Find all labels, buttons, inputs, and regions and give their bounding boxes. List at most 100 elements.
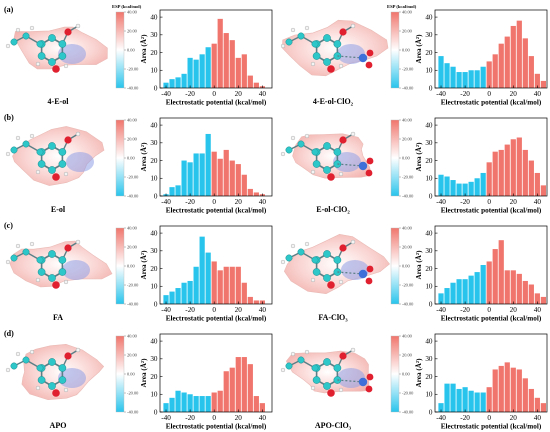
plot-frame	[159, 333, 273, 413]
bar	[540, 80, 546, 88]
bar	[253, 396, 259, 412]
bar	[169, 291, 175, 304]
carbon-atom	[36, 256, 44, 264]
plot-frame	[159, 117, 273, 197]
y-tick-label: 10	[150, 283, 158, 291]
colorbar-tick-label: 0.00	[402, 264, 410, 269]
x-tick-label: 40	[259, 414, 267, 422]
bar	[444, 383, 450, 412]
oxygen-atom	[339, 352, 347, 360]
x-tick-label: -40	[436, 414, 446, 422]
y-tick-label: 0	[429, 192, 433, 200]
carbon-atom	[48, 250, 56, 258]
bar	[516, 369, 522, 412]
bar	[438, 403, 444, 412]
y-tick-label: 0	[154, 408, 158, 416]
bar	[235, 164, 241, 196]
oxygen-atom	[365, 385, 373, 393]
colorbar-tick-label: -40.00	[127, 302, 139, 307]
hydrogen-atom	[29, 349, 35, 355]
molecule-name: FA-ClO₃	[318, 313, 348, 322]
x-tick-label: 0	[487, 306, 491, 314]
oxygen-atom	[52, 389, 60, 397]
colorbar	[390, 227, 400, 305]
colorbar-tick-label: -40.00	[127, 410, 139, 415]
bar	[486, 61, 492, 88]
x-tick-label: 40	[534, 90, 542, 98]
hydrogen-atom	[310, 169, 316, 175]
x-tick-label: -20	[460, 198, 470, 206]
y-tick-label: 10	[150, 391, 158, 399]
x-axis-label: Electrostatic potential (kcal/mol)	[441, 207, 542, 215]
y-tick-label: 30	[425, 355, 433, 363]
colorbar-tick-label: 40.00	[402, 334, 413, 339]
hydrogen-atom	[63, 279, 69, 285]
panel-label: (d)	[4, 329, 14, 338]
colorbar-title: ESP (kcal/mol)	[112, 4, 142, 9]
bar	[498, 365, 504, 412]
carbon-atom	[22, 356, 30, 364]
x-tick-label: 0	[487, 198, 491, 206]
bar	[223, 266, 229, 304]
right-panel: FA-ClO₃ 40.00 20.00 0.00 -20.00 -40.00 -40 -20 0…	[280, 226, 548, 323]
bar	[187, 162, 193, 196]
colorbar-tick-label: 0.00	[402, 48, 410, 53]
bar	[504, 362, 510, 412]
oxygen-atom	[339, 244, 347, 252]
x-tick-label: 40	[259, 198, 267, 206]
y-tick-label: 20	[150, 157, 158, 165]
y-tick-label: 0	[429, 408, 433, 416]
x-tick-label: -40	[161, 90, 171, 98]
bar	[163, 403, 169, 412]
x-tick-label: 40	[259, 90, 267, 98]
x-tick-label: -20	[185, 90, 195, 98]
bar	[516, 20, 522, 88]
bar	[462, 183, 468, 196]
y-tick-label: 0	[154, 84, 158, 92]
carbon-atom	[22, 32, 30, 40]
hydrogen-atom	[63, 171, 69, 177]
panel-row: (c) FA 40.00 20.00 0.00 -20.00 -40.00 -40 -20 0 20…	[4, 221, 548, 323]
bar	[468, 275, 474, 304]
y-tick-label: 10	[425, 67, 433, 75]
x-tick-label: 40	[534, 198, 542, 206]
bar	[480, 265, 486, 304]
bar	[199, 236, 205, 304]
carbon-atom	[48, 142, 56, 150]
colorbar-tick-label: -20.00	[402, 283, 414, 288]
y-axis-label: Area (Å²)	[139, 142, 148, 172]
carbon-atom	[58, 52, 67, 60]
panel-row: (d) APO 40.00 20.00 0.00 -20.00 -40.00 -40 -20 0 2…	[4, 329, 548, 431]
oxygen-atom	[52, 173, 60, 181]
y-tick-label: 40	[150, 337, 158, 345]
y-tick-label: 20	[425, 157, 433, 165]
x-tick-label: 20	[510, 198, 518, 206]
carbon-atom	[10, 38, 18, 46]
colorbar-tick-label: 40.00	[127, 334, 138, 339]
esp-negative-region	[337, 44, 365, 64]
x-tick-label: -20	[185, 306, 195, 314]
hydrogen-atom	[350, 239, 356, 245]
carbon-atom	[311, 148, 319, 156]
y-tick-label: 40	[425, 121, 433, 129]
bar	[193, 59, 199, 88]
y-tick-label: 20	[425, 49, 433, 57]
y-tick-label: 20	[150, 265, 158, 273]
bar	[205, 133, 211, 196]
oxygen-atom	[366, 373, 374, 381]
bar	[199, 54, 205, 88]
colorbar-tick-label: -20.00	[402, 175, 414, 180]
carbon-atom	[22, 140, 30, 148]
colorbar	[390, 335, 400, 413]
carbon-atom	[58, 160, 67, 168]
oxygen-atom	[365, 61, 373, 69]
carbon-atom	[311, 40, 319, 48]
bar	[456, 388, 462, 412]
carbon-atom	[333, 256, 342, 264]
carbon-atom	[48, 274, 56, 282]
bond	[337, 271, 364, 275]
bar	[229, 40, 235, 88]
x-tick-label: -40	[436, 306, 446, 314]
bar	[510, 25, 516, 88]
